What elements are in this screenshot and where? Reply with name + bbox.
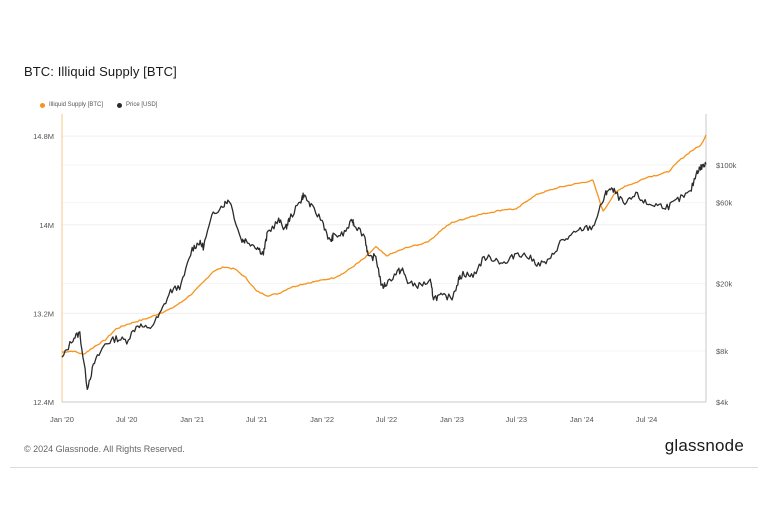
x-tick-label: Jul '21 xyxy=(246,415,267,424)
y-right-tick-label: $100k xyxy=(716,161,737,170)
y-right-tick-label: $20k xyxy=(716,280,733,289)
y-right-tick-label: $4k xyxy=(716,398,728,407)
y-axis-left-ticks: 12.4M 13.2M 14M 14.8M xyxy=(33,132,54,407)
legend-item-illiquid-supply[interactable]: Illiquid Supply [BTC] xyxy=(40,102,103,108)
y-right-tick-label: $8k xyxy=(716,347,728,356)
x-tick-label: Jul '23 xyxy=(506,415,527,424)
copyright-text: © 2024 Glassnode. All Rights Reserved. xyxy=(24,444,185,454)
x-tick-label: Jan '20 xyxy=(50,415,74,424)
y-left-tick-label: 13.2M xyxy=(33,309,54,318)
x-tick-label: Jul '22 xyxy=(376,415,397,424)
y-axis-right-ticks: $4k $8k $20k $60k $100k xyxy=(716,161,737,407)
y-left-tick-label: 12.4M xyxy=(33,398,54,407)
y-left-tick-label: 14.8M xyxy=(33,132,54,141)
x-tick-label: Jan '22 xyxy=(310,415,334,424)
legend-label-illiquid-supply: Illiquid Supply [BTC] xyxy=(49,102,104,108)
chart-title: BTC: Illiquid Supply [BTC] xyxy=(24,64,177,79)
legend-item-price[interactable]: Price [USD] xyxy=(117,102,157,108)
x-tick-label: Jan '23 xyxy=(440,415,464,424)
x-tick-label: Jan '24 xyxy=(570,415,594,424)
series-line-price xyxy=(61,161,707,391)
brand-logo: glassnode xyxy=(664,436,744,455)
y-right-tick-label: $60k xyxy=(716,199,733,208)
x-tick-label: Jan '21 xyxy=(180,415,204,424)
legend-label-price: Price [USD] xyxy=(126,102,158,108)
y-left-tick-label: 14M xyxy=(39,221,54,230)
chart-card xyxy=(10,44,758,468)
legend-dot-illiquid-supply xyxy=(40,102,45,108)
x-axis-ticks: Jan '20 Jul '20 Jan '21 Jul '21 Jan '22 Jul '… xyxy=(50,415,657,424)
x-tick-label: Jul '24 xyxy=(636,415,657,424)
legend-dot-price xyxy=(117,102,123,108)
chart-legend: Illiquid Supply [BTC] Price [USD] xyxy=(40,102,157,108)
grid-lines xyxy=(62,135,706,403)
series-line-illiquid-supply xyxy=(61,134,707,355)
x-tick-label: Jul '20 xyxy=(116,415,137,424)
